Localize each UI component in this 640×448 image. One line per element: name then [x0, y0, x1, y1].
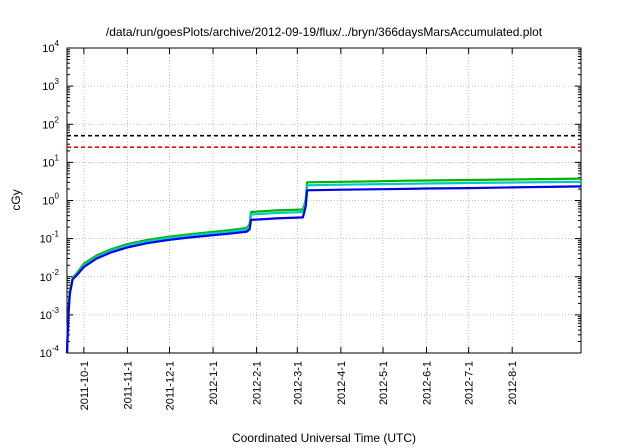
x-tick-label: 2012-6-1	[422, 361, 434, 405]
x-tick-label: 2011-10-1	[79, 361, 91, 410]
y-tick-label: 10-1	[40, 230, 60, 246]
x-tick-label: 2012-4-1	[336, 361, 348, 405]
y-axis-label: cGy	[9, 189, 23, 210]
series-line	[65, 185, 582, 354]
grid	[67, 48, 581, 353]
y-tick-label: 10-3	[40, 306, 60, 322]
series-lines	[65, 177, 582, 354]
chart-title: /data/run/goesPlots/archive/2012-09-19/f…	[106, 25, 543, 39]
x-tick-label: 2011-11-1	[122, 361, 134, 410]
series-line	[65, 180, 582, 354]
x-tick-label: 2012-5-1	[378, 361, 390, 405]
y-tick-label: 101	[42, 153, 59, 169]
x-tick-label: 2011-12-1	[165, 361, 177, 410]
x-tick-label: 2012-7-1	[464, 361, 476, 405]
y-tick-label: 10-4	[40, 344, 60, 360]
y-tick-label: 10-2	[40, 268, 60, 284]
x-tick-label: 2012-2-1	[252, 361, 264, 405]
y-axis: 10-4 10-3 10-2 10-1 100 101 102 103 104	[40, 39, 581, 360]
y-tick-label: 100	[42, 192, 59, 208]
x-tick-label: 2012-8-1	[507, 361, 519, 405]
y-tick-label: 102	[42, 115, 59, 131]
reference-lines	[67, 134, 581, 149]
y-tick-label: 104	[42, 39, 59, 55]
series-line	[65, 177, 582, 354]
x-tick-label: 2012-1-1	[208, 361, 220, 405]
plot-frame	[66, 47, 582, 354]
x-axis-label: Coordinated Universal Time (UTC)	[232, 431, 416, 445]
x-tick-label: 2012-3-1	[292, 361, 304, 405]
y-tick-label: 103	[42, 77, 59, 93]
x-axis: 2011-10-1 2011-11-1 2011-12-1 2012-1-1 2012-…	[79, 48, 519, 410]
